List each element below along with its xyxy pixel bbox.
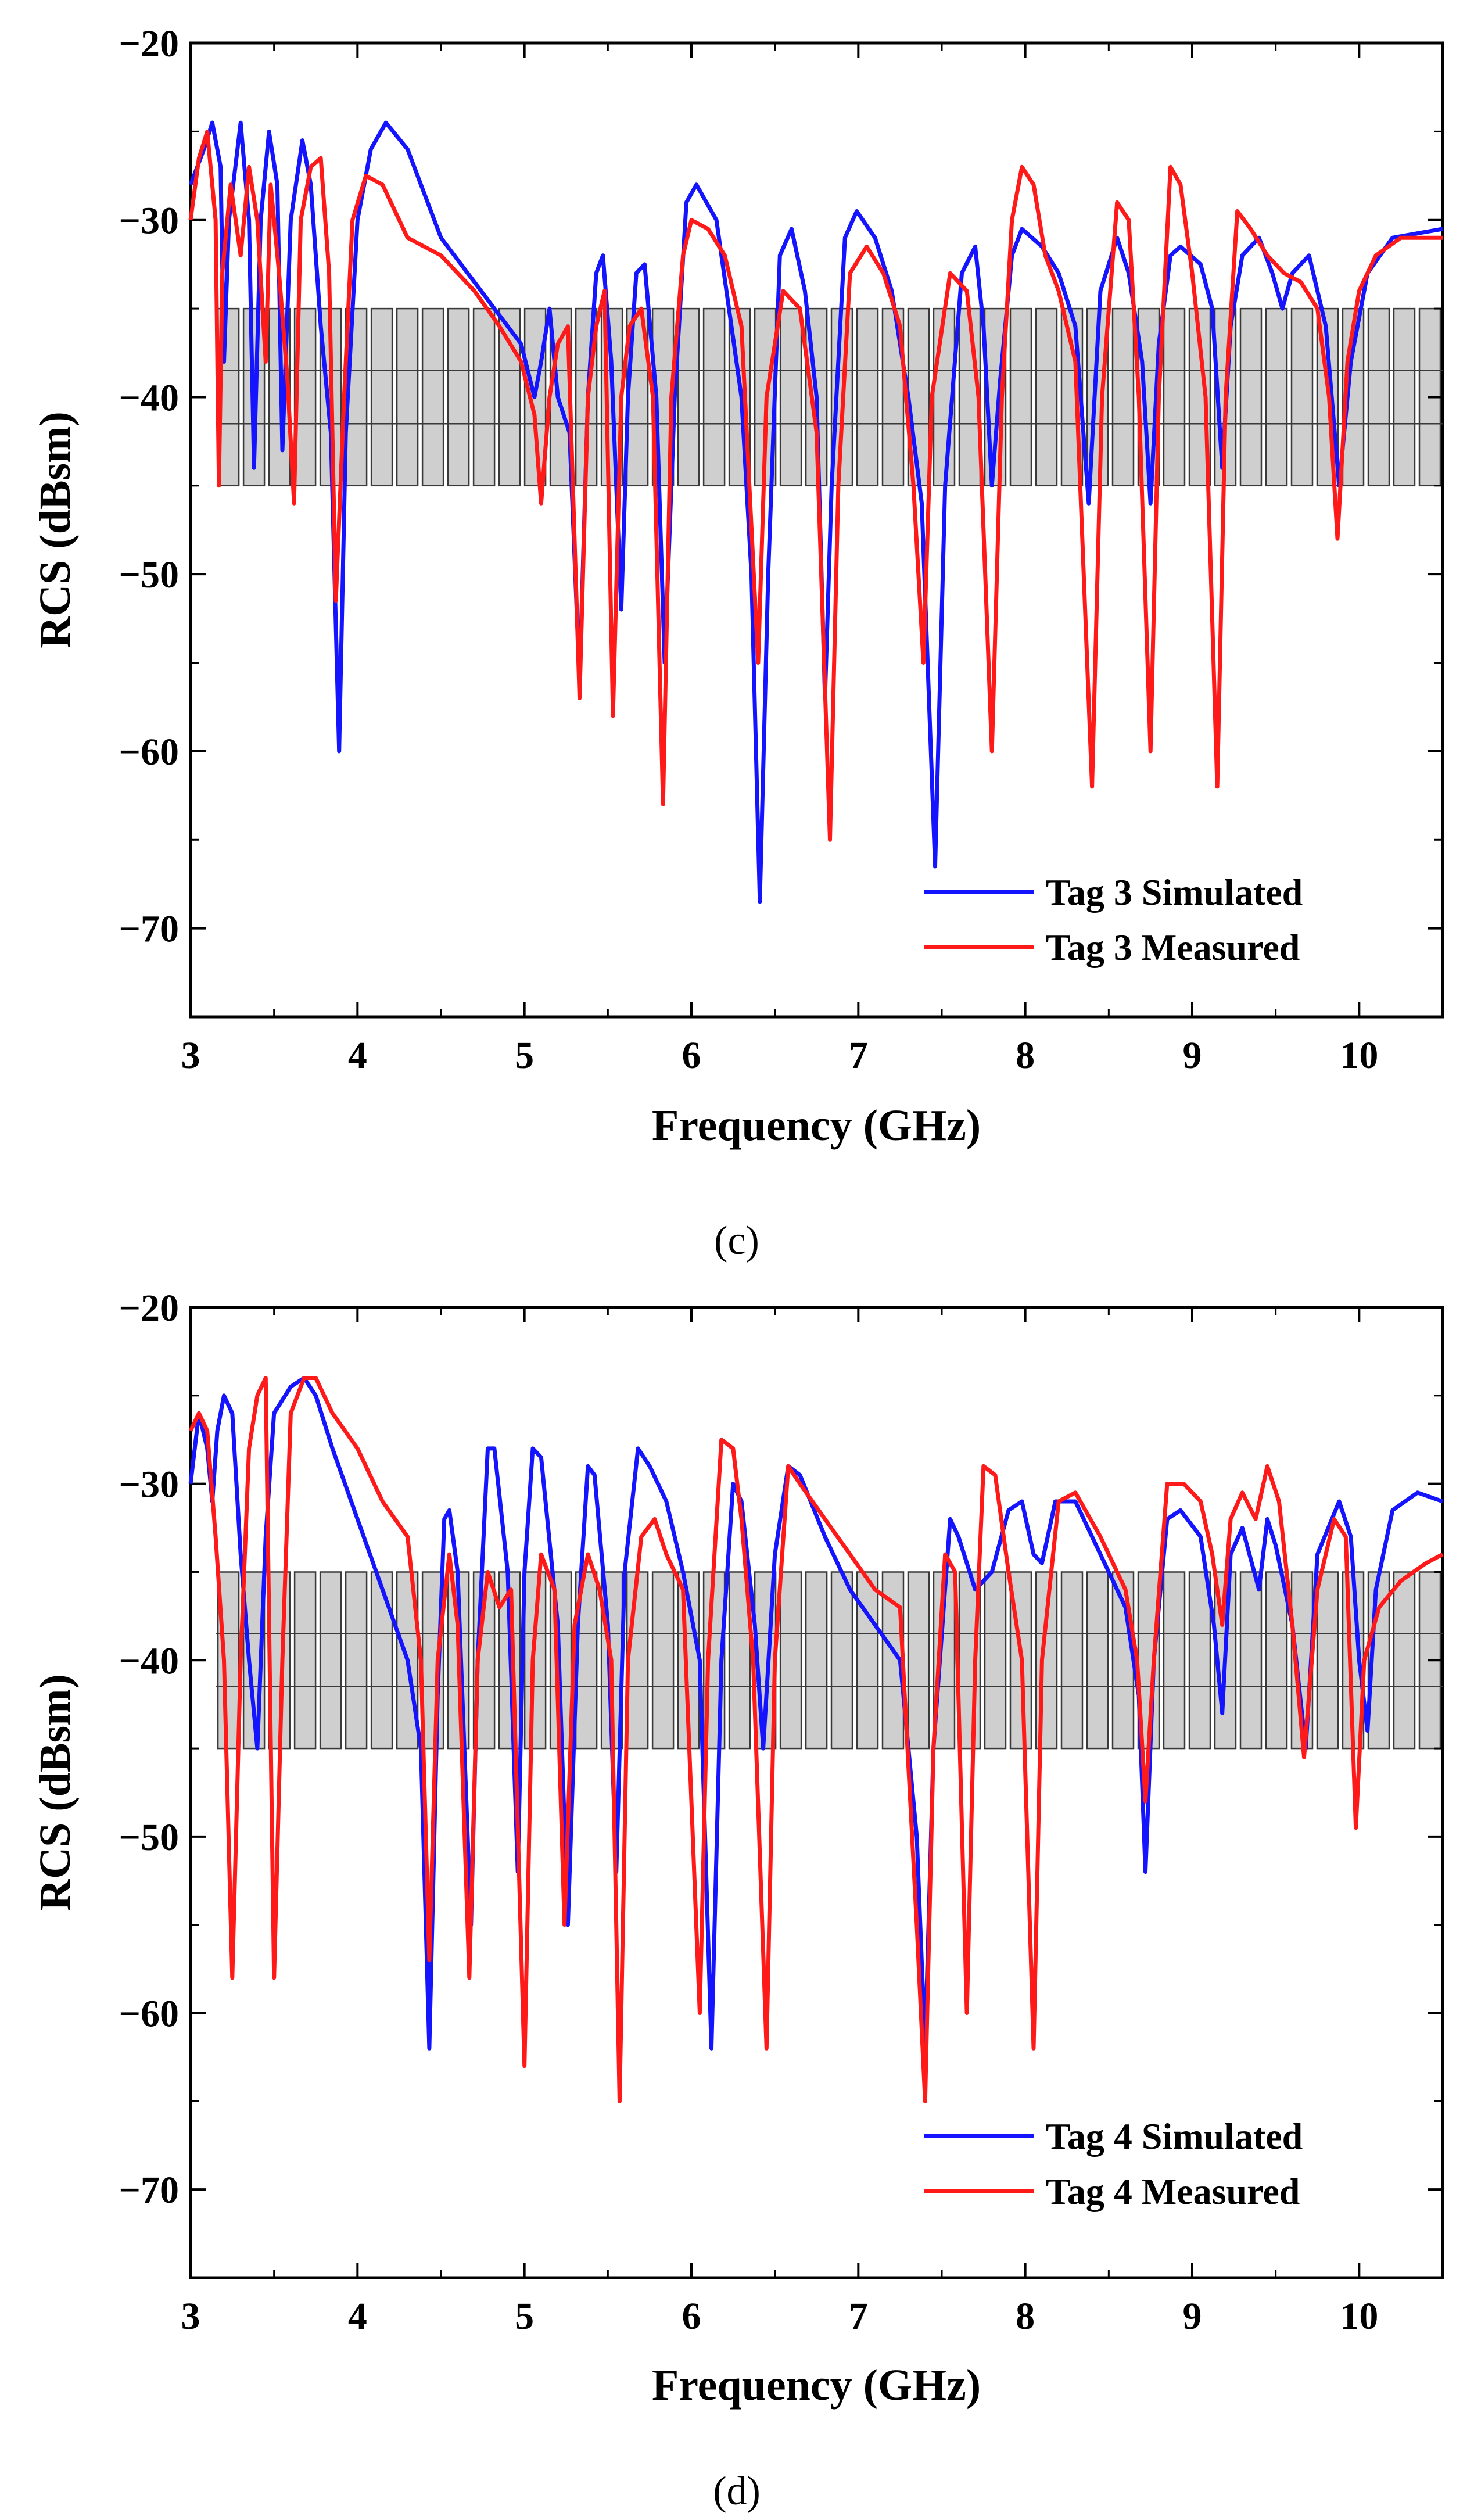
mask-band-d <box>216 1571 1443 1750</box>
y-tick-label-d: −30 <box>119 1464 179 1506</box>
mask-cell-d <box>805 1571 828 1750</box>
mask-cell-c <box>1239 307 1263 487</box>
series-layer-d <box>188 1376 1444 2103</box>
series-line-tag3-measured <box>188 129 1443 842</box>
y-tick-label-d: −20 <box>119 1287 179 1329</box>
legend-label-tag3-simulated: Tag 3 Simulated <box>1046 872 1303 913</box>
legend-c: Tag 3 Simulated Tag 3 Measured <box>924 872 1303 968</box>
x-tick-label-d: 4 <box>348 2295 367 2338</box>
y-tick-label-d: −40 <box>119 1640 179 1682</box>
legend-label-tag3-measured: Tag 3 Measured <box>1046 927 1300 968</box>
x-tick-label-d: 7 <box>849 2295 868 2338</box>
panel-d: −20−30−40−50−60−70 3 4 5 6 7 8 9 10 RCS (dBsm) … <box>31 1287 1444 2514</box>
mask-cell-d <box>651 1571 675 1750</box>
mask-cell-c <box>1290 307 1314 487</box>
y-tick-label-d: −70 <box>119 2169 179 2211</box>
mask-cell-d <box>370 1571 393 1750</box>
mask-cell-d <box>523 1571 547 1750</box>
x-tick-label-c: 9 <box>1183 1034 1202 1077</box>
mask-cell-c <box>396 307 419 487</box>
axis-ticks-c <box>189 42 1443 1018</box>
mask-cell-d <box>728 1571 751 1750</box>
mask-cell-c <box>702 307 726 487</box>
x-tick-labels-d: 3 4 5 6 7 8 9 10 <box>181 2295 1379 2338</box>
series-layer-c <box>188 120 1443 904</box>
x-tick-label-c: 7 <box>849 1034 868 1077</box>
legend-d: Tag 4 Simulated Tag 4 Measured <box>924 2116 1303 2212</box>
mask-cell-d <box>830 1571 853 1750</box>
x-tick-label-d: 5 <box>515 2295 534 2338</box>
y-tick-label-d: −60 <box>119 1993 179 2035</box>
mask-cell-d <box>779 1571 802 1750</box>
mask-cell-d <box>293 1571 317 1750</box>
mask-cell-c <box>677 307 700 487</box>
x-tick-label-d: 10 <box>1340 2295 1378 2338</box>
mask-cell-c <box>856 307 879 487</box>
y-tick-labels-d: −20 −30 −40 −50 −60 −70 <box>119 1287 179 2211</box>
x-tick-label-c: 10 <box>1340 1034 1378 1077</box>
y-tick-label-c: −70 <box>119 908 179 951</box>
x-tick-label-c: 8 <box>1016 1034 1035 1077</box>
x-tick-label-c: 5 <box>515 1034 534 1077</box>
y-tick-label-c: −60 <box>119 731 179 773</box>
mask-cell-c <box>447 307 470 487</box>
mask-cell-d <box>345 1571 368 1750</box>
caption-c: (c) <box>714 1218 759 1263</box>
x-tick-labels-c: 3 4 5 6 7 8 9 10 <box>181 1034 1379 1077</box>
mask-cell-d <box>1265 1571 1288 1750</box>
plot-area-c <box>189 41 1444 1019</box>
mask-cell-d <box>907 1571 930 1750</box>
y-tick-label-c: −40 <box>119 377 179 419</box>
x-axis-label-c: Frequency (GHz) <box>652 1101 981 1150</box>
mask-cell-d <box>1163 1571 1186 1750</box>
x-tick-label-d: 9 <box>1183 2295 1202 2338</box>
panel-c: −20−30−40−50−60−70 3 4 5 6 7 8 9 10 RCS (dBsm) … <box>31 23 1444 1263</box>
mask-cell-d <box>1316 1571 1339 1750</box>
mask-cell-c <box>1009 307 1032 487</box>
x-tick-label-d: 8 <box>1016 2295 1035 2338</box>
x-tick-label-d: 3 <box>181 2295 200 2338</box>
y-axis-label-d: RCS (dBsm) <box>31 1674 80 1911</box>
mask-cell-c <box>1367 307 1390 487</box>
x-tick-label-d: 6 <box>682 2295 701 2338</box>
legend-label-tag4-measured: Tag 4 Measured <box>1046 2171 1300 2212</box>
series-line-tag4-simulated <box>188 1376 1444 2051</box>
series-line-tag4-measured <box>188 1376 1444 2103</box>
y-tick-label-c: −30 <box>119 200 179 242</box>
mask-cell-c <box>421 307 444 487</box>
y-tick-label-c: −20 <box>119 23 179 65</box>
mask-cell-d <box>1239 1571 1263 1750</box>
mask-cell-d <box>319 1571 342 1750</box>
x-tick-label-c: 3 <box>181 1034 200 1077</box>
mask-cell-c <box>779 307 802 487</box>
y-tick-label-d: −50 <box>119 1816 179 1859</box>
mask-cell-d <box>1086 1571 1109 1750</box>
legend-label-tag4-simulated: Tag 4 Simulated <box>1046 2116 1303 2157</box>
mask-cell-c <box>1035 307 1058 487</box>
y-tick-labels-c: −20 −30 −40 −50 −60 −70 <box>119 23 179 951</box>
mask-cell-d <box>1188 1571 1211 1750</box>
mask-cell-c <box>472 307 496 487</box>
axis-ticks-d <box>189 1306 1443 2279</box>
mask-cell-d <box>626 1571 649 1750</box>
mask-cell-c <box>1265 307 1288 487</box>
mask-cell-c <box>1163 307 1186 487</box>
x-tick-label-c: 6 <box>682 1034 701 1077</box>
mask-cell-d <box>984 1571 1007 1750</box>
mask-cell-c <box>370 307 393 487</box>
mask-cell-d <box>1060 1571 1084 1750</box>
y-tick-label-c: −50 <box>119 554 179 596</box>
mask-cell-d <box>1393 1571 1416 1750</box>
mask-cell-c <box>1393 307 1416 487</box>
mask-cell-d <box>856 1571 879 1750</box>
mask-cell-c <box>1111 307 1135 487</box>
caption-d: (d) <box>713 2469 761 2514</box>
plot-area-d <box>189 1306 1444 2279</box>
y-axis-label-c: RCS (dBsm) <box>31 411 80 648</box>
x-axis-label-d: Frequency (GHz) <box>652 2361 981 2410</box>
x-tick-label-c: 4 <box>348 1034 367 1077</box>
series-line-tag3-simulated <box>188 120 1443 904</box>
